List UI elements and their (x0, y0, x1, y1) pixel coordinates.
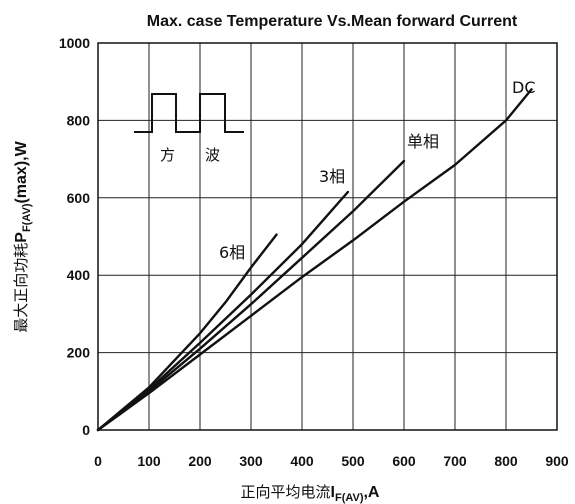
x-axis-label: 正向平均电流IF(AV),A (241, 483, 380, 504)
y-tick-label: 400 (67, 267, 91, 283)
chart-title: Max. case Temperature Vs.Mean forward Cu… (147, 13, 518, 30)
x-tick-label: 600 (392, 453, 416, 469)
y-axis-label: 最大正向功耗PF(AV)(max),W (12, 140, 33, 332)
series-label-single: 单相 (407, 132, 439, 151)
x-axis: 0 100 200 300 400 500 600 700 800 900 (94, 453, 569, 469)
y-tick-label: 800 (67, 112, 91, 128)
x-tick-label: 800 (494, 453, 518, 469)
series-group (96, 88, 533, 432)
y-tick-label: 600 (67, 190, 91, 206)
x-tick-label: 100 (137, 453, 161, 469)
y-axis: 0 200 400 600 800 1000 (59, 35, 90, 438)
y-tick-label: 0 (82, 422, 90, 438)
series-single-phase-line (96, 159, 406, 432)
x-tick-label: 900 (545, 453, 569, 469)
x-tick-label: 200 (188, 453, 212, 469)
series-label-3: 3相 (319, 167, 345, 186)
series-label-6: 6相 (219, 243, 245, 262)
inset-label-left: 方 (160, 146, 175, 164)
square-wave-inset (134, 93, 244, 133)
series-3-phase-line (96, 190, 350, 432)
x-tick-label: 500 (341, 453, 365, 469)
series-dc-line (96, 88, 533, 432)
series-6-phase-line (96, 233, 278, 432)
x-tick-label: 700 (443, 453, 467, 469)
plot-frame (97, 42, 558, 431)
series-label-dc: DC (512, 78, 536, 97)
x-tick-label: 300 (239, 453, 263, 469)
x-tick-label: 400 (290, 453, 314, 469)
x-tick-label: 0 (94, 453, 102, 469)
y-tick-label: 1000 (59, 35, 90, 51)
y-tick-label: 200 (67, 345, 91, 361)
inset-label-right: 波 (205, 146, 220, 164)
